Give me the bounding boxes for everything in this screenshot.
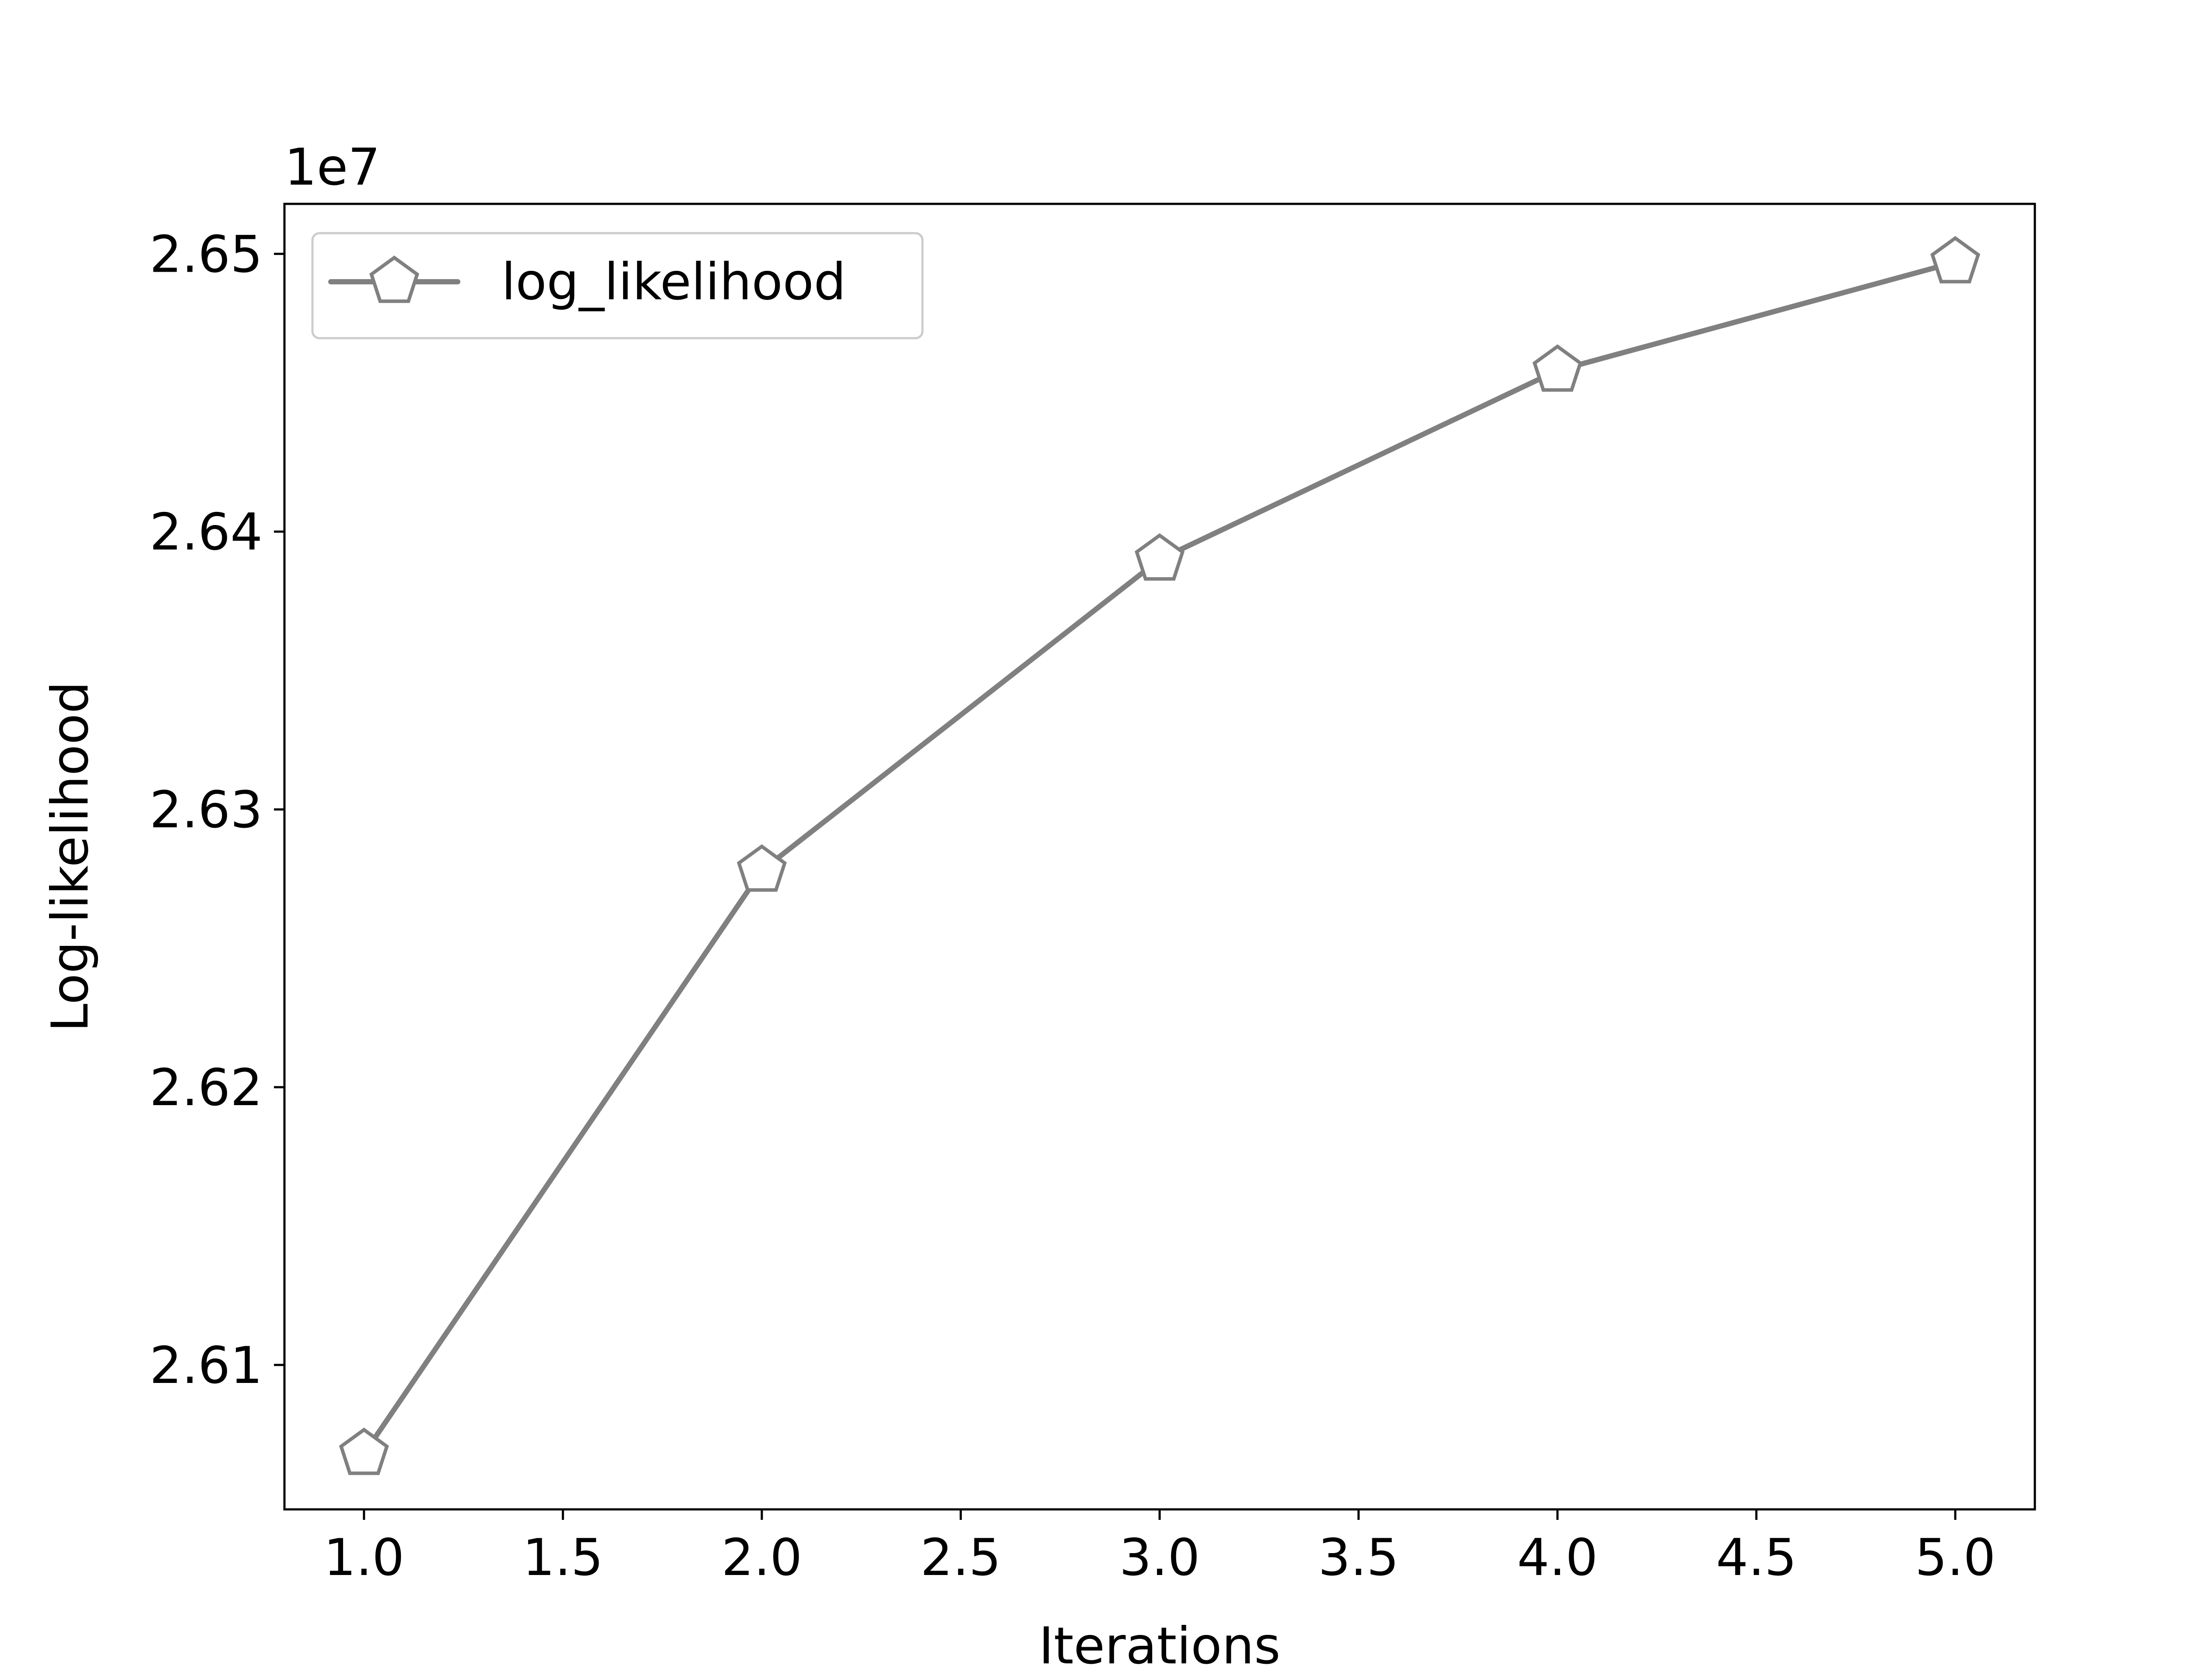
legend-marker-sample	[369, 256, 420, 303]
data-point	[1532, 344, 1583, 392]
y-offset-label: 1e7	[284, 138, 380, 197]
y-tick-label: 2.65	[150, 225, 263, 284]
x-axis-ticks: 1.0 1.5 2.0 2.5 3.0 3.5 4.0 4.5 5.0	[324, 1509, 1995, 1587]
data-point	[1134, 533, 1185, 581]
y-tick-label: 2.64	[150, 503, 263, 562]
x-tick-label: 4.5	[1716, 1528, 1796, 1587]
x-tick-label: 1.0	[324, 1528, 404, 1587]
legend-label: log_likelihood	[501, 252, 846, 312]
x-tick-label: 2.5	[920, 1528, 1001, 1587]
legend-box	[311, 232, 924, 340]
x-tick-label: 3.0	[1119, 1528, 1200, 1587]
data-point	[1930, 236, 1981, 284]
x-tick-label: 3.5	[1318, 1528, 1399, 1587]
x-tick-label: 2.0	[722, 1528, 802, 1587]
legend: log_likelihood	[311, 232, 924, 340]
y-tick-label: 2.61	[150, 1336, 263, 1395]
y-axis-ticks: 2.61 2.62 2.63 2.64 2.65	[150, 225, 284, 1395]
y-tick-label: 2.62	[150, 1058, 263, 1117]
x-tick-label: 1.5	[522, 1528, 603, 1587]
data-point	[339, 1428, 389, 1475]
x-axis-title: Iterations	[1039, 1617, 1280, 1676]
data-point	[736, 844, 787, 892]
y-axis-title: Log-likelihood	[41, 681, 100, 1032]
y-tick-label: 2.63	[150, 780, 263, 840]
series-layer	[339, 236, 1981, 1475]
x-tick-label: 5.0	[1915, 1528, 1995, 1587]
x-tick-label: 4.0	[1517, 1528, 1598, 1587]
